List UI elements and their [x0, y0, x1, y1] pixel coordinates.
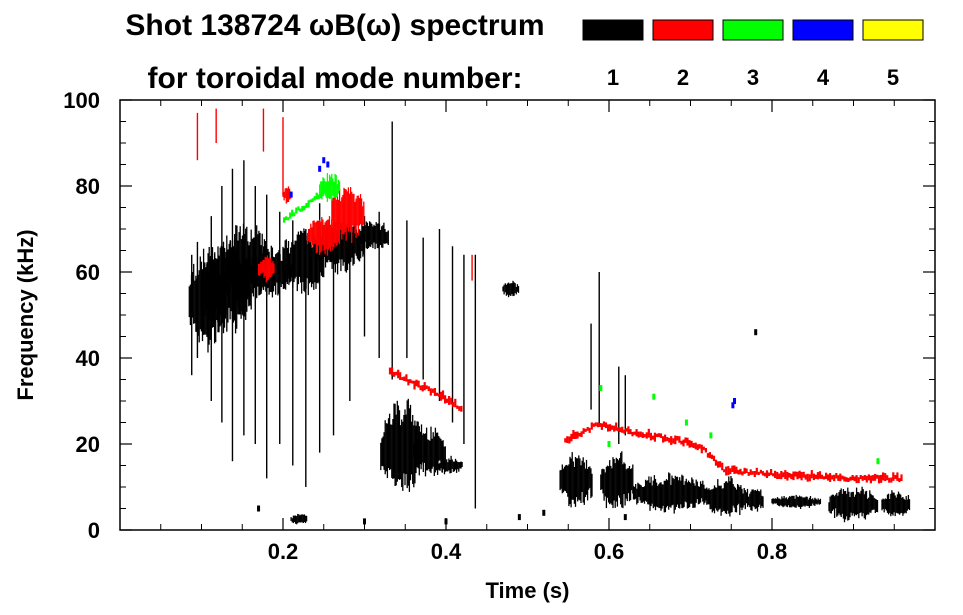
legend-swatch-5 [862, 19, 924, 41]
series-n=1-blob-16 [771, 494, 822, 509]
series-n=3 [283, 173, 880, 465]
series-n=4-dot-0 [322, 157, 326, 164]
legend-swatch-1 [582, 19, 644, 41]
series-n=1-blob-11 [559, 452, 593, 508]
series-n=3-dot-1 [652, 393, 656, 400]
series-n=1-blob-9 [437, 455, 463, 475]
series-n=3-dot-4 [876, 458, 880, 465]
series-n=1-dot-2 [517, 514, 521, 521]
series-n=4-dot-4 [733, 398, 737, 404]
y-tick-label-80: 80 [76, 174, 100, 199]
series-n=1-blob-12 [600, 451, 634, 509]
chart-title-line1: Shot 138724 ωB(ω) spectrum [125, 9, 544, 42]
series-n=2-blob-1 [306, 216, 341, 256]
legend-label-4: 4 [817, 65, 830, 90]
y-tick-label-0: 0 [88, 518, 100, 543]
chart-title-line2: for toroidal mode number: [148, 62, 523, 95]
series-n=1-blob-4 [282, 228, 325, 296]
y-tick-label-40: 40 [76, 346, 100, 371]
x-tick-label-0.4: 0.4 [431, 539, 462, 564]
legend-label-3: 3 [747, 65, 759, 90]
series-n=1-blob-10 [502, 280, 520, 298]
series-n=1-dot-5 [623, 514, 627, 521]
x-tick-label-0.2: 0.2 [268, 539, 299, 564]
series-n=1 [188, 121, 911, 525]
x-tick-label-0.8: 0.8 [757, 539, 788, 564]
plot-frame [119, 99, 936, 531]
series-n=2-blob-3 [282, 186, 292, 204]
series-n=2-track-1 [564, 421, 903, 484]
series-n=2-track-0 [388, 367, 463, 412]
series-n=3-dot-2 [684, 419, 688, 426]
y-tick-label-20: 20 [76, 432, 100, 457]
series-n=1-blob-14 [706, 476, 749, 517]
series-n=1-blob-15 [746, 489, 764, 512]
y-tick-label-100: 100 [63, 88, 100, 113]
y-tick-label-60: 60 [76, 260, 100, 285]
series-n=1-blob-8 [412, 426, 446, 477]
series-n=4-dot-2 [318, 165, 322, 172]
series-n=2 [196, 108, 903, 484]
legend-label-1: 1 [607, 65, 619, 90]
legend-label-5: 5 [887, 65, 899, 90]
legend-swatch-2 [652, 19, 714, 41]
series-n=2-blob-0 [331, 187, 365, 243]
series-n=1-blob-7 [380, 398, 423, 492]
series-n=4-dot-5 [289, 191, 293, 198]
series-n=1-dot-3 [542, 509, 546, 516]
series-n=4 [289, 157, 737, 409]
legend: 1 2 3 4 5 [582, 19, 924, 90]
axes: 0 20 40 60 80 100 0.2 0.4 0.6 0.8 [63, 88, 935, 564]
plot-data-layer [188, 108, 911, 525]
series-n=3-dot-3 [709, 432, 713, 439]
series-n=3-dot-0 [599, 385, 603, 392]
legend-swatch-4 [792, 19, 854, 41]
series-n=1-dot-4 [754, 329, 758, 336]
series-n=1-blob-17 [828, 486, 879, 523]
series-n=4-dot-1 [326, 161, 330, 168]
series-n=1-dot-1 [363, 518, 366, 525]
y-axis-label: Frequency (kHz) [13, 229, 38, 400]
series-n=3-dot-5 [607, 441, 611, 447]
chart-title-group: Shot 138724 ωB(ω) spectrum for toroidal … [125, 9, 544, 95]
series-n=1-blob-13 [632, 472, 707, 514]
legend-label-2: 2 [677, 65, 689, 90]
series-n=1-dot-0 [257, 505, 261, 512]
legend-swatch-3 [722, 19, 784, 41]
series-n=4-dot-3 [731, 402, 735, 409]
x-tick-label-0.6: 0.6 [594, 539, 625, 564]
series-n=3-track-0 [283, 181, 333, 223]
x-axis-label: Time (s) [486, 578, 570, 603]
series-n=2-blob-2 [257, 255, 275, 283]
series-n=1-blob-18 [881, 490, 911, 517]
series-n=1-blob-19 [290, 513, 308, 525]
